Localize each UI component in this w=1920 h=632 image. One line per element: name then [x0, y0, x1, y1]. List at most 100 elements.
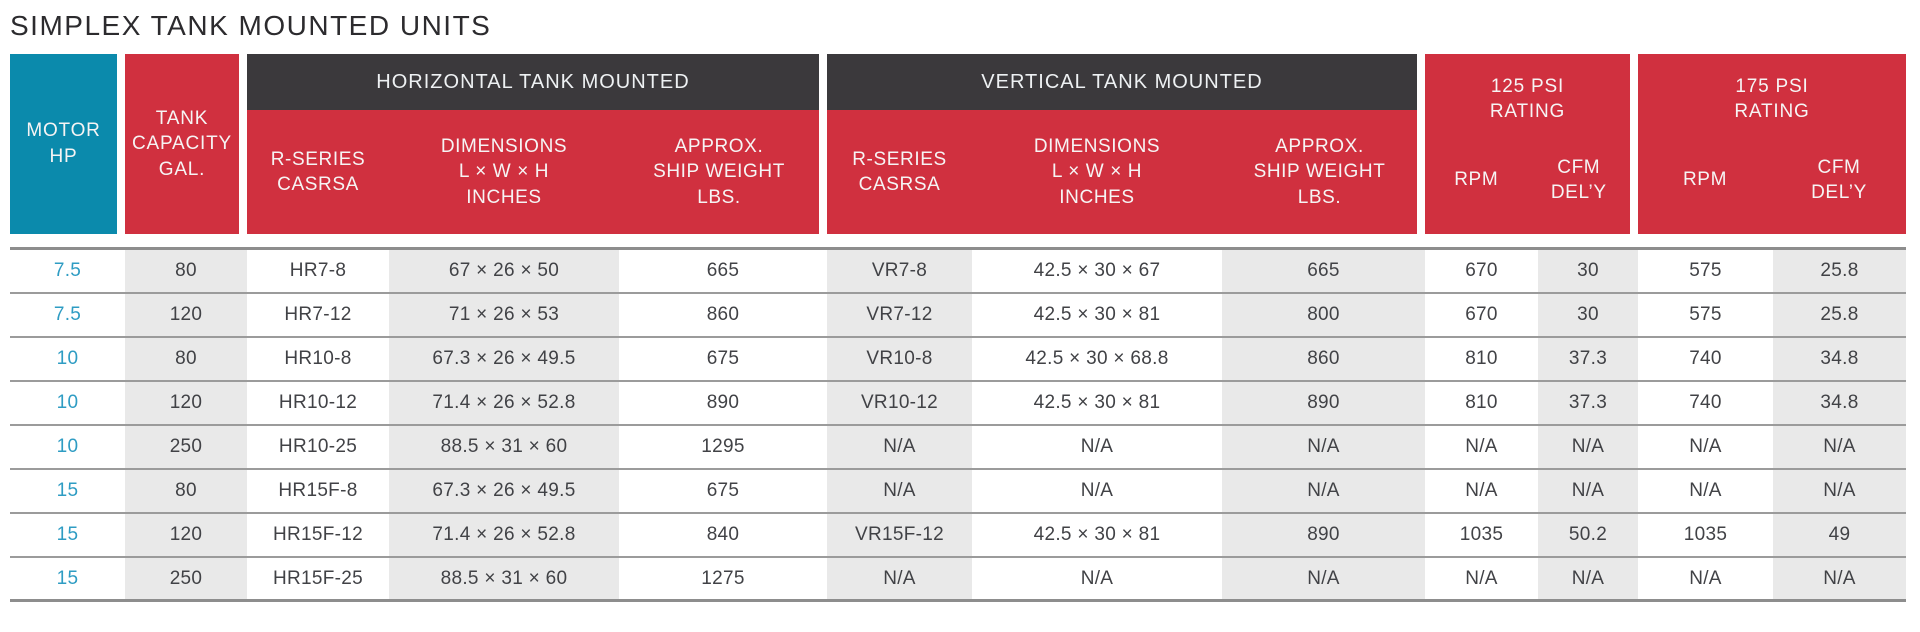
- header-175psi-subheaders: RPM CFM DEL’Y: [1638, 126, 1906, 234]
- cell-v-ship-weight: N/A: [1222, 426, 1425, 468]
- cell-h-dimensions: 67.3 × 26 × 49.5: [389, 470, 619, 512]
- cell-175psi-rpm: N/A: [1689, 436, 1722, 457]
- cell-175psi-rpm: N/A: [1689, 480, 1722, 501]
- cell-125psi-cfm: 30: [1538, 294, 1638, 336]
- cell-v-ship-weight: 800: [1222, 294, 1425, 336]
- cell-h-dimensions: 71 × 26 × 53: [389, 294, 619, 336]
- cell-motor-hp: 10: [56, 436, 79, 457]
- cell-h-dimensions: 71.4 × 26 × 52.8: [389, 514, 619, 556]
- cell-h-model: HR10-25: [278, 436, 358, 457]
- cell-v-model: VR7-8: [827, 250, 972, 292]
- table-header: MOTOR HP TANK CAPACITY GAL. HORIZONTAL T…: [10, 54, 1906, 234]
- cell-h-dimensions: 67.3 × 26 × 49.5: [389, 338, 619, 380]
- cell-h-ship-weight: 675: [706, 348, 740, 369]
- cell-175psi-cfm: 25.8: [1773, 250, 1906, 292]
- cell-h-model: HR7-8: [289, 260, 347, 281]
- cell-175psi-rpm: 575: [1689, 260, 1722, 281]
- cell-175psi-rpm: 740: [1689, 348, 1722, 369]
- cell-h-dimensions: 88.5 × 31 × 60: [389, 426, 619, 468]
- cell-h-ship-weight: 890: [706, 392, 740, 413]
- cell-v-model: VR10-8: [827, 338, 972, 380]
- cell-tank-capacity: 250: [125, 558, 247, 599]
- cell-tank-capacity: 120: [125, 382, 247, 424]
- cell-125psi-rpm: 810: [1465, 348, 1498, 369]
- cell-motor-hp: 7.5: [53, 260, 82, 281]
- header-horizontal-title: HORIZONTAL TANK MOUNTED: [247, 54, 819, 110]
- header-125psi-rpm: RPM: [1454, 169, 1499, 191]
- header-v-dimensions: DIMENSIONS L × W × H INCHES: [1033, 135, 1161, 208]
- header-h-r-series: R-SERIES CASRSA: [270, 148, 366, 195]
- cell-h-dimensions: 67 × 26 × 50: [389, 250, 619, 292]
- header-125psi-cfm: CFM DEL’Y: [1550, 156, 1607, 203]
- cell-125psi-cfm: 37.3: [1538, 338, 1638, 380]
- cell-motor-hp: 15: [56, 567, 79, 589]
- table-row: 15 80 HR15F-8 67.3 × 26 × 49.5 675 N/A N…: [10, 470, 1906, 514]
- cell-motor-hp: 10: [56, 392, 79, 413]
- cell-tank-capacity: 120: [125, 294, 247, 336]
- cell-tank-capacity: 80: [125, 470, 247, 512]
- cell-v-ship-weight: N/A: [1222, 470, 1425, 512]
- page: SIMPLEX TANK MOUNTED UNITS MOTOR HP TANK…: [10, 10, 1906, 602]
- cell-h-ship-weight: 1275: [701, 567, 745, 589]
- cell-h-ship-weight: 1295: [701, 436, 745, 457]
- cell-motor-hp: 15: [56, 524, 79, 545]
- cell-125psi-cfm: 50.2: [1538, 514, 1638, 556]
- cell-175psi-rpm: N/A: [1689, 567, 1722, 589]
- header-175psi-title: 175 PSI RATING: [1734, 75, 1810, 122]
- cell-v-dimensions: N/A: [1080, 436, 1114, 457]
- cell-v-model: N/A: [827, 558, 972, 599]
- header-motor-hp: MOTOR HP: [10, 54, 117, 234]
- cell-125psi-cfm: N/A: [1538, 470, 1638, 512]
- header-horizontal-subheaders: R-SERIES CASRSA DIMENSIONS L × W × H INC…: [247, 110, 819, 234]
- cell-125psi-rpm: 670: [1465, 304, 1498, 325]
- cell-175psi-cfm: N/A: [1773, 470, 1906, 512]
- header-v-r-series: R-SERIES CASRSA: [852, 148, 947, 195]
- cell-125psi-rpm: N/A: [1465, 480, 1498, 501]
- header-group-horizontal: HORIZONTAL TANK MOUNTED R-SERIES CASRSA …: [247, 54, 819, 234]
- cell-175psi-cfm: 34.8: [1773, 382, 1906, 424]
- table-row: 15 120 HR15F-12 71.4 × 26 × 52.8 840 VR1…: [10, 514, 1906, 558]
- cell-175psi-rpm: 740: [1689, 392, 1722, 413]
- cell-h-ship-weight: 840: [706, 524, 740, 545]
- header-tank-capacity: TANK CAPACITY GAL.: [125, 54, 239, 234]
- cell-125psi-rpm: 810: [1465, 392, 1498, 413]
- cell-h-ship-weight: 665: [706, 260, 740, 281]
- cell-v-model: VR15F-12: [827, 514, 972, 556]
- table-row: 10 120 HR10-12 71.4 × 26 × 52.8 890 VR10…: [10, 382, 1906, 426]
- cell-v-ship-weight: 860: [1222, 338, 1425, 380]
- cell-h-model: HR10-8: [284, 348, 352, 369]
- cell-tank-capacity: 120: [125, 514, 247, 556]
- table-row: 10 80 HR10-8 67.3 × 26 × 49.5 675 VR10-8…: [10, 338, 1906, 382]
- cell-175psi-cfm: 34.8: [1773, 338, 1906, 380]
- cell-v-model: N/A: [827, 470, 972, 512]
- table-row: 10 250 HR10-25 88.5 × 31 × 60 1295 N/A N…: [10, 426, 1906, 470]
- table-row: 15 250 HR15F-25 88.5 × 31 × 60 1275 N/A …: [10, 558, 1906, 602]
- cell-h-model: HR7-12: [284, 304, 352, 325]
- cell-175psi-cfm: N/A: [1773, 558, 1906, 599]
- cell-v-dimensions: N/A: [1080, 480, 1114, 501]
- cell-v-dimensions: 42.5 × 30 × 81: [1033, 392, 1161, 413]
- cell-h-model: HR15F-12: [272, 524, 364, 545]
- cell-125psi-cfm: N/A: [1538, 426, 1638, 468]
- header-h-dimensions: DIMENSIONS L × W × H INCHES: [440, 135, 568, 208]
- header-h-ship-weight: APPROX. SHIP WEIGHT LBS.: [653, 135, 785, 208]
- cell-125psi-rpm: N/A: [1465, 567, 1498, 589]
- cell-h-model: HR15F-8: [278, 480, 358, 501]
- cell-v-model: N/A: [827, 426, 972, 468]
- cell-h-model: HR15F-25: [272, 567, 364, 589]
- header-175psi-rpm: RPM: [1682, 169, 1728, 191]
- cell-125psi-cfm: N/A: [1538, 558, 1638, 599]
- cell-125psi-cfm: 30: [1538, 250, 1638, 292]
- header-group-125psi: 125 PSI RATING RPM CFM DEL’Y: [1425, 54, 1630, 234]
- table-row: 7.5 120 HR7-12 71 × 26 × 53 860 VR7-12 4…: [10, 294, 1906, 338]
- cell-v-dimensions: 42.5 × 30 × 81: [1033, 524, 1161, 545]
- cell-v-ship-weight: 890: [1222, 514, 1425, 556]
- header-vertical-title: VERTICAL TANK MOUNTED: [827, 54, 1417, 110]
- header-175psi-cfm: CFM DEL’Y: [1811, 156, 1867, 203]
- cell-tank-capacity: 80: [125, 338, 247, 380]
- cell-h-model: HR10-12: [278, 392, 358, 413]
- cell-v-dimensions: N/A: [1080, 567, 1114, 589]
- header-v-ship-weight: APPROX. SHIP WEIGHT LBS.: [1253, 135, 1386, 208]
- cell-v-model: VR10-12: [827, 382, 972, 424]
- cell-motor-hp: 15: [56, 480, 79, 501]
